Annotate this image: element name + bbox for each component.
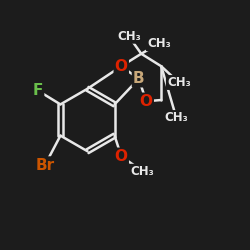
Text: F: F (33, 83, 43, 98)
Text: CH₃: CH₃ (117, 30, 140, 43)
Text: O: O (140, 94, 153, 109)
Text: CH₃: CH₃ (147, 37, 171, 50)
Text: CH₃: CH₃ (164, 111, 188, 124)
Text: CH₃: CH₃ (130, 165, 154, 178)
Text: B: B (133, 71, 144, 86)
Text: O: O (115, 59, 128, 74)
Text: CH₃: CH₃ (167, 76, 191, 89)
Text: O: O (115, 149, 128, 164)
Text: Br: Br (36, 158, 54, 172)
